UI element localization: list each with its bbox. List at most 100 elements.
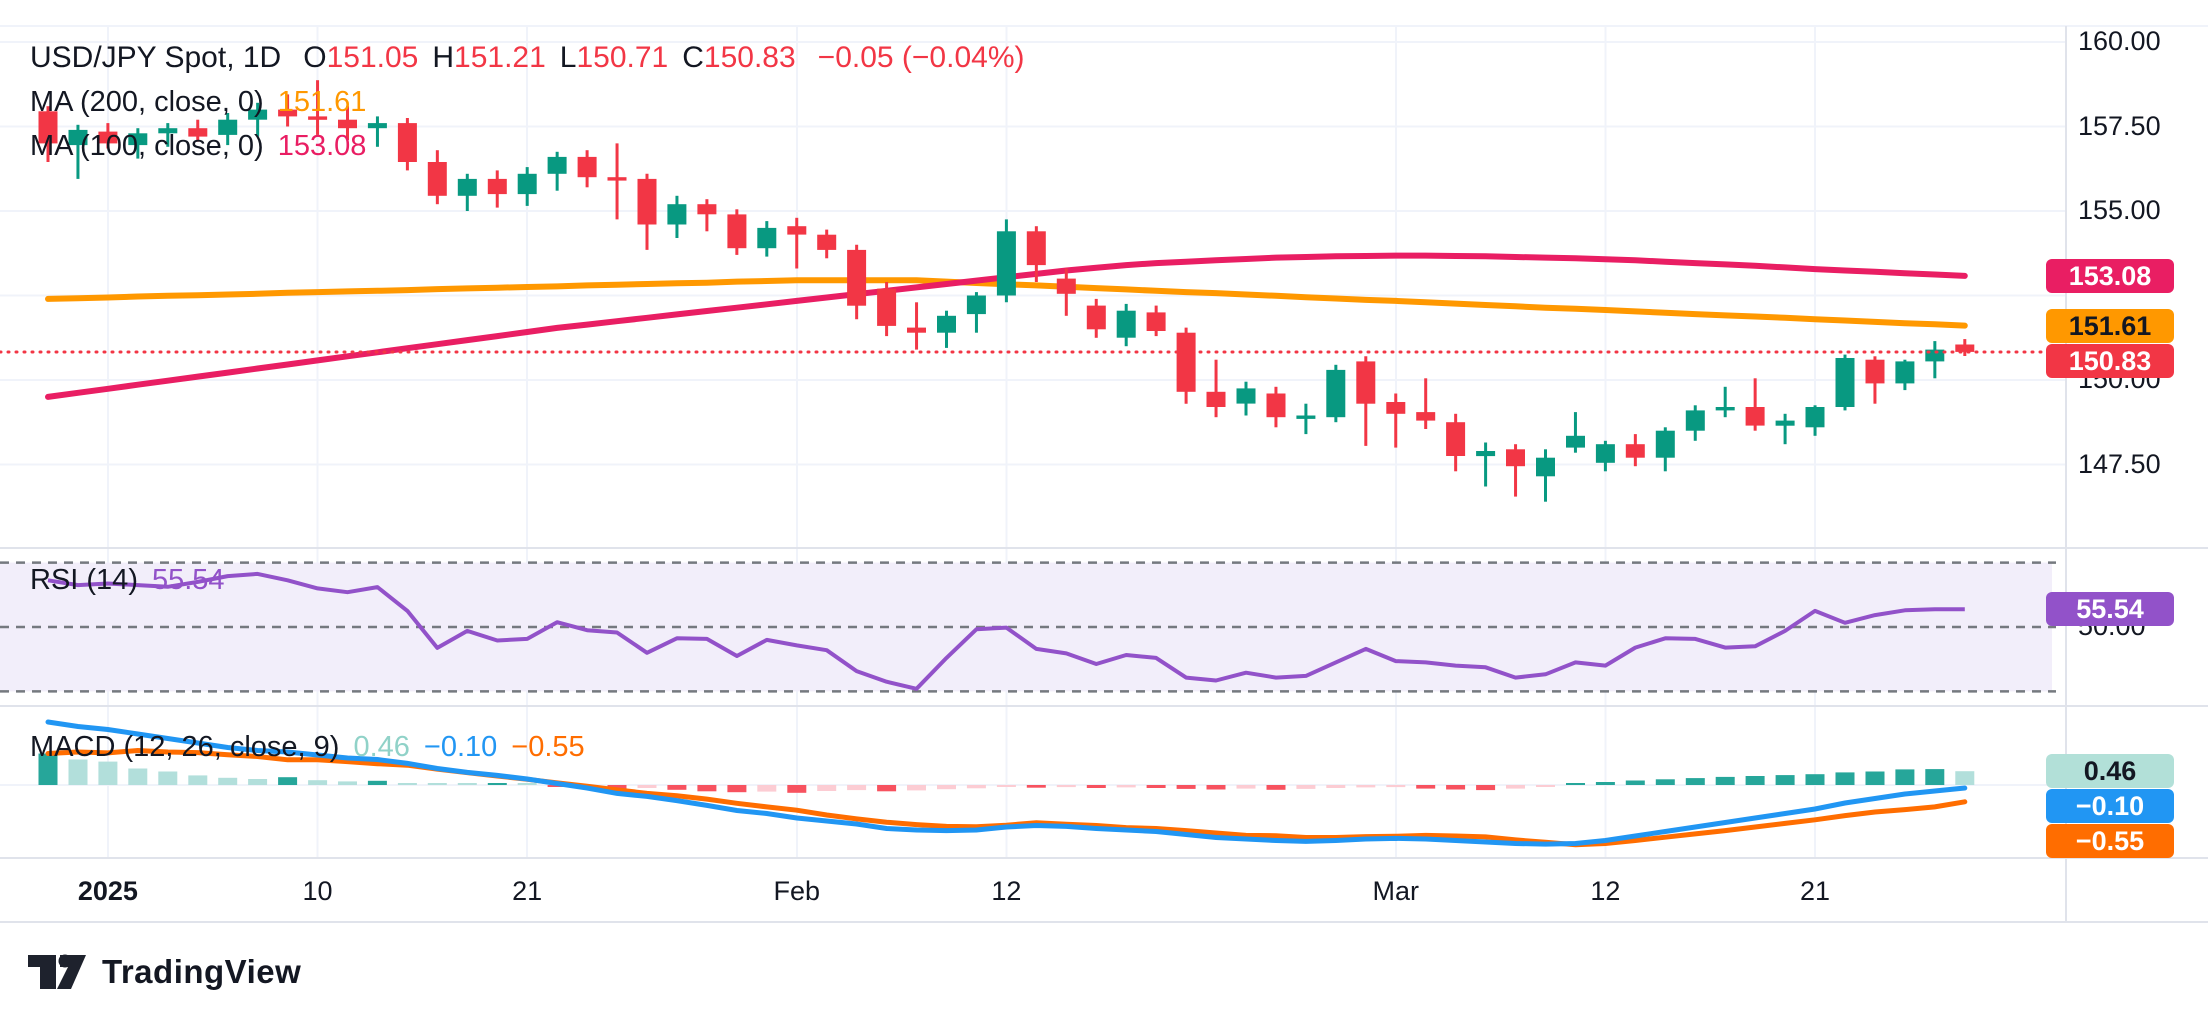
candle[interactable] [338, 119, 357, 129]
time-axis-label[interactable]: Mar [1372, 876, 1420, 906]
high-value: 151.21 [454, 41, 546, 74]
axis-price-badge: −0.55 [2046, 824, 2174, 858]
candle[interactable] [1715, 407, 1735, 411]
candle[interactable] [667, 204, 687, 225]
macd-histogram[interactable] [38, 753, 1975, 793]
candle[interactable] [907, 327, 926, 333]
candle[interactable] [1536, 457, 1555, 477]
candle[interactable] [727, 214, 747, 249]
candle[interactable] [68, 129, 88, 146]
candlestick-series[interactable] [38, 80, 1975, 502]
time-axis-label[interactable]: 12 [991, 876, 1022, 906]
candle[interactable] [937, 315, 956, 333]
candle[interactable] [577, 156, 597, 178]
candle[interactable] [1895, 361, 1915, 384]
candle[interactable] [1266, 393, 1286, 418]
axis-price-badge: 55.54 [2046, 592, 2174, 627]
candle[interactable] [1625, 444, 1645, 458]
macd-signal-value: −0.55 [511, 731, 585, 763]
candle[interactable] [487, 178, 507, 195]
axis-price-badge: 151.61 [2046, 308, 2174, 343]
tradingview-logo-icon [28, 954, 86, 989]
low-value: 150.71 [576, 41, 669, 74]
time-axis-label[interactable]: 2025 [77, 876, 138, 906]
symbol-legend-row[interactable]: USD/JPY Spot, 1D O151.05 H151.21 L150.71 C15… [30, 41, 1024, 75]
candle[interactable] [1745, 407, 1765, 426]
candle[interactable] [996, 231, 1016, 296]
candle[interactable] [188, 128, 208, 137]
candle[interactable] [547, 156, 567, 174]
candle[interactable] [697, 204, 717, 215]
candle[interactable] [1146, 312, 1166, 331]
time-axis-label[interactable]: 12 [1590, 876, 1621, 906]
candle[interactable] [517, 173, 537, 195]
candle[interactable] [1655, 430, 1675, 458]
price-axis-label: 147.50 [2078, 448, 2161, 479]
time-axis-label[interactable]: 10 [302, 876, 333, 906]
candle[interactable] [1026, 231, 1046, 266]
candle[interactable] [817, 234, 837, 250]
candle[interactable] [1296, 415, 1316, 419]
rsi-legend-row[interactable]: RSI (14) 55.54 [30, 563, 225, 597]
candle[interactable] [787, 226, 807, 235]
candle[interactable] [847, 249, 867, 306]
candle[interactable] [1086, 305, 1106, 330]
candle[interactable] [1356, 361, 1376, 404]
candle[interactable] [1865, 359, 1885, 384]
candle[interactable] [278, 109, 298, 117]
candle[interactable] [1116, 310, 1136, 338]
open-value: 151.05 [326, 41, 419, 74]
candle[interactable] [1595, 444, 1615, 463]
candle[interactable] [1476, 451, 1496, 457]
candle[interactable] [218, 119, 238, 135]
ma200-legend-row[interactable]: MA (200, close, 0) 151.61 [30, 85, 366, 119]
candle[interactable] [1835, 358, 1855, 407]
macd-line[interactable] [45, 719, 1968, 847]
candle[interactable] [1236, 388, 1256, 404]
price-axis-label: 157.50 [2078, 110, 2161, 141]
candle[interactable] [1925, 349, 1945, 362]
axis-price-badge: 153.08 [2046, 258, 2174, 293]
candle[interactable] [427, 162, 447, 196]
candle[interactable] [1446, 422, 1466, 456]
candle[interactable] [1775, 420, 1795, 426]
macd-line-value: −0.10 [423, 731, 498, 763]
price-axis-label: 155.00 [2078, 195, 2161, 225]
candle[interactable] [877, 288, 897, 326]
candle[interactable] [1685, 410, 1705, 431]
candle[interactable] [367, 123, 387, 129]
candle[interactable] [158, 128, 178, 134]
candle[interactable] [1506, 449, 1525, 467]
candle[interactable] [1566, 435, 1585, 448]
candle[interactable] [1326, 369, 1346, 418]
candle[interactable] [1955, 344, 1975, 352]
candle[interactable] [607, 177, 627, 181]
macd-label: MACD (12, 26, close, 9) [30, 731, 340, 763]
rsi-line[interactable] [47, 571, 1965, 691]
candle[interactable] [1176, 332, 1196, 392]
time-axis-label[interactable]: 21 [1800, 876, 1831, 906]
tradingview-branding[interactable]: TradingView [27, 948, 301, 996]
candle[interactable] [457, 178, 477, 196]
candle[interactable] [966, 295, 986, 315]
candle[interactable] [308, 116, 328, 120]
low-label: L [559, 41, 577, 74]
candle[interactable] [128, 133, 148, 146]
ma100-legend-row[interactable]: MA (100, close, 0) 153.08 [30, 129, 366, 163]
candle[interactable] [397, 123, 417, 162]
time-axis-label[interactable]: Feb [773, 876, 821, 906]
candle[interactable] [38, 111, 58, 144]
candle[interactable] [248, 109, 268, 120]
macd-legend-row[interactable]: MACD (12, 26, close, 9) 0.46 −0.10 −0.55 [30, 730, 585, 764]
candle[interactable] [1416, 412, 1436, 421]
candle[interactable] [637, 178, 657, 225]
candle[interactable] [1386, 402, 1406, 414]
candle[interactable] [1206, 391, 1226, 407]
candle[interactable] [1805, 407, 1825, 428]
candle[interactable] [757, 227, 777, 249]
candle[interactable] [98, 131, 118, 144]
time-axis-label[interactable]: 21 [512, 876, 543, 906]
candle[interactable] [1056, 278, 1076, 294]
ma100-label: MA (100, close, 0) [30, 130, 264, 162]
